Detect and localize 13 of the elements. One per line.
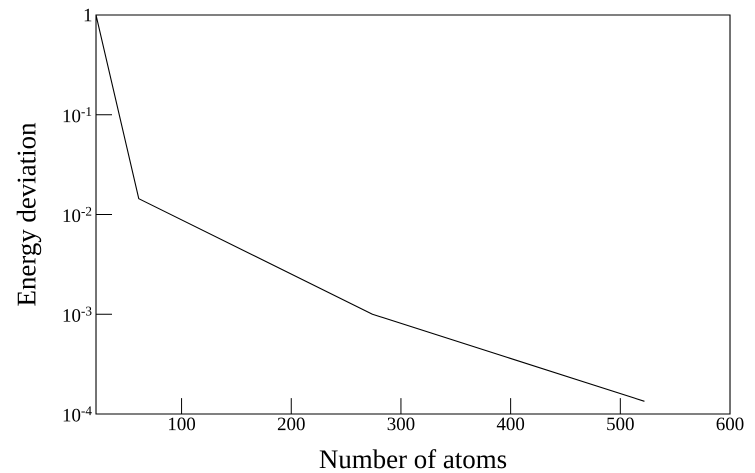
x-tick-label: 200	[278, 418, 305, 430]
x-tick-label: 300	[388, 418, 414, 430]
x-tick-label: 400	[496, 418, 524, 430]
y-tick-label: 10$^{-2}$	[64, 206, 92, 222]
y-tick-label: 10$^{-4}$	[64, 406, 92, 422]
y-tick-label: 10$^{-3}$	[64, 306, 92, 322]
y-axis-title: Energy deviation	[16, 122, 42, 306]
y-tick-label: 10$^{-1}$	[64, 107, 92, 122]
x-tick-label: 500	[607, 418, 634, 430]
x-axis-title: Number of atoms	[320, 449, 506, 468]
y-tick-label: 1	[84, 8, 92, 22]
x-tick-label: 100	[169, 418, 196, 430]
x-tick-label: 600	[716, 418, 744, 430]
